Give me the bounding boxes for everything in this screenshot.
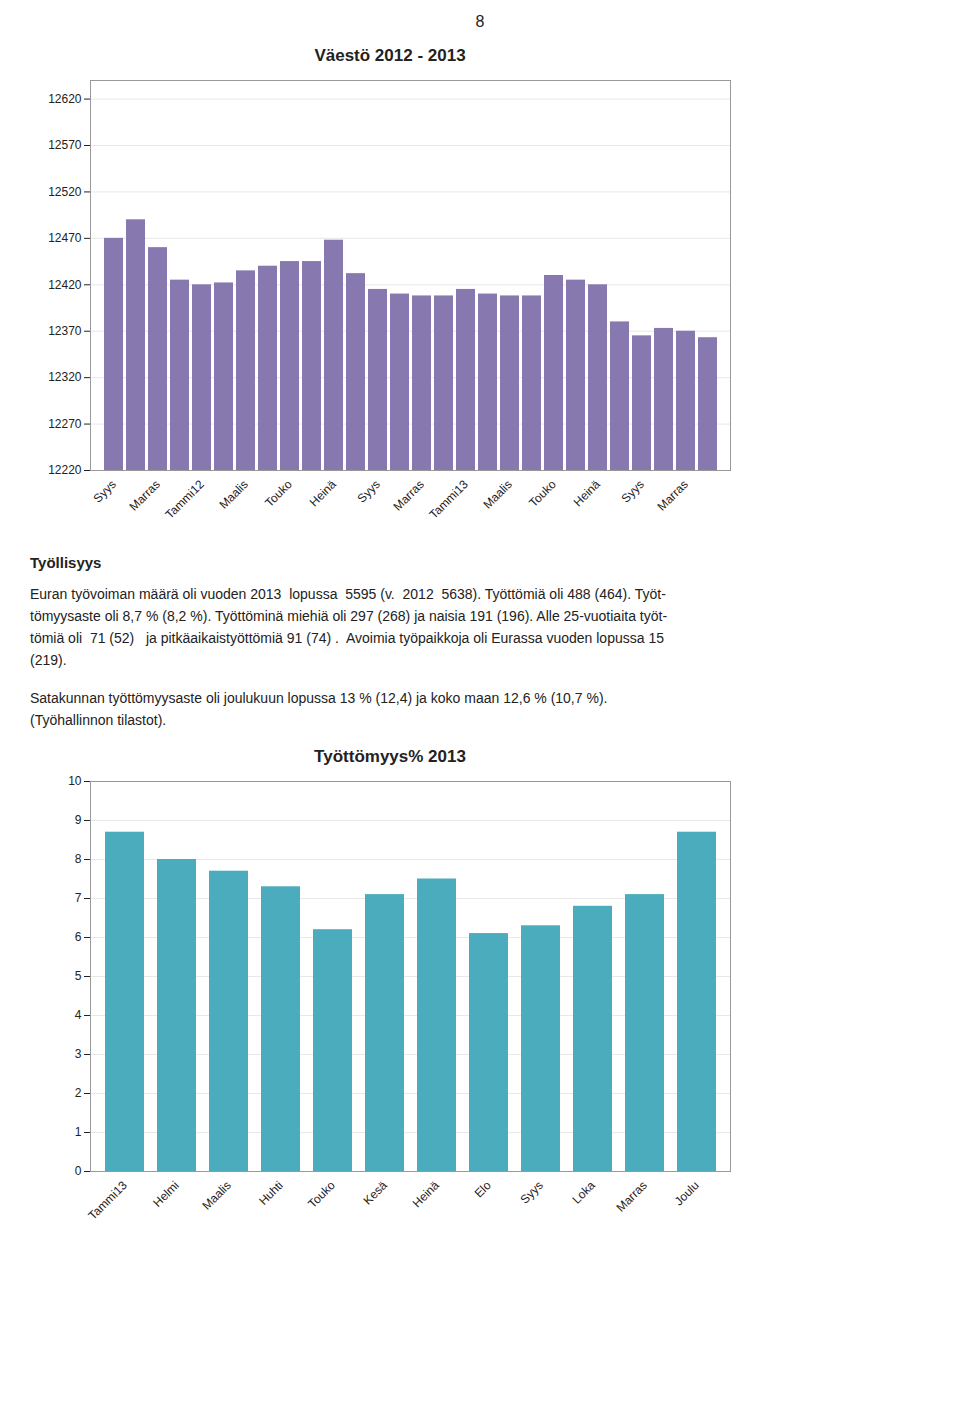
svg-text:Heinä: Heinä [410, 1178, 442, 1210]
svg-text:12470: 12470 [48, 231, 82, 245]
svg-text:8: 8 [75, 852, 82, 866]
html-text:Väestö 2012 - 2013: Väestö 2012 - 2013 [314, 46, 466, 65]
svg-text:Syys: Syys [619, 477, 647, 505]
svg-text:Touko: Touko [262, 477, 295, 510]
svg-text:7: 7 [75, 891, 82, 905]
svg-text:Tammi13: Tammi13 [427, 477, 472, 522]
svg-text:Joulu: Joulu [672, 1178, 702, 1208]
svg-text:4: 4 [75, 1008, 82, 1022]
svg-text:9: 9 [75, 813, 82, 827]
svg-text:Syys: Syys [91, 477, 119, 505]
svg-text:12420: 12420 [48, 278, 82, 292]
svg-text:Maalis: Maalis [216, 477, 250, 511]
svg-text:6: 6 [75, 930, 82, 944]
html-text:tömyysaste oli 8,7 % (8,2 %).: tömyysaste oli 8,7 % (8,2 %). Työttöminä… [30, 608, 668, 624]
svg-text:Tammi13: Tammi13 [86, 1178, 131, 1223]
svg-text:12220: 12220 [48, 463, 82, 477]
html-text:Satakunnan työttömyysaste oli: Satakunnan työttömyysaste oli joulukuun … [30, 690, 608, 706]
svg-text:Huhti: Huhti [256, 1178, 286, 1208]
svg-text:Syys: Syys [355, 477, 383, 505]
html-text:Työttömyys% 2013: Työttömyys% 2013 [314, 747, 466, 766]
svg-text:12370: 12370 [48, 324, 82, 338]
svg-text:Kesä: Kesä [361, 1178, 390, 1207]
svg-text:12520: 12520 [48, 185, 82, 199]
svg-text:12270: 12270 [48, 417, 82, 431]
html-text:(Työhallinnon tilastot).: (Työhallinnon tilastot). [30, 712, 167, 728]
svg-text:Maalis: Maalis [480, 477, 514, 511]
svg-text:Touko: Touko [526, 477, 559, 510]
svg-text:Maalis: Maalis [199, 1178, 233, 1212]
svg-text:5: 5 [75, 969, 82, 983]
svg-text:Tammi12: Tammi12 [163, 477, 208, 522]
svg-text:Marras: Marras [127, 477, 163, 513]
svg-text:Syys: Syys [518, 1178, 546, 1206]
svg-text:12620: 12620 [48, 92, 82, 106]
html-text:Euran työvoiman määrä oli vuod: Euran työvoiman määrä oli vuoden 2013 lo… [30, 586, 666, 602]
svg-text:Marras: Marras [391, 477, 427, 513]
svg-text:12570: 12570 [48, 138, 82, 152]
svg-text:12320: 12320 [48, 370, 82, 384]
html-text:8: 8 [475, 13, 485, 30]
html-text:Työllisyys: Työllisyys [30, 554, 102, 571]
svg-text:10: 10 [68, 774, 82, 788]
svg-text:Helmi: Helmi [150, 1178, 182, 1210]
svg-text:Touko: Touko [305, 1178, 338, 1211]
svg-text:2: 2 [75, 1086, 82, 1100]
svg-text:Marras: Marras [614, 1178, 650, 1214]
svg-text:Loka: Loka [570, 1178, 599, 1207]
svg-text:1: 1 [75, 1125, 82, 1139]
html-text:tömiä oli 71 (52) ja pitkäaika: tömiä oli 71 (52) ja pitkäaikaistyöttömi… [30, 630, 664, 646]
svg-text:Heinä: Heinä [307, 477, 339, 509]
svg-text:Marras: Marras [655, 477, 691, 513]
svg-text:Elo: Elo [472, 1178, 494, 1200]
svg-text:Heinä: Heinä [571, 477, 603, 509]
svg-text:3: 3 [75, 1047, 82, 1061]
svg-text:0: 0 [75, 1164, 82, 1178]
html-text:(219).: (219). [30, 652, 67, 668]
